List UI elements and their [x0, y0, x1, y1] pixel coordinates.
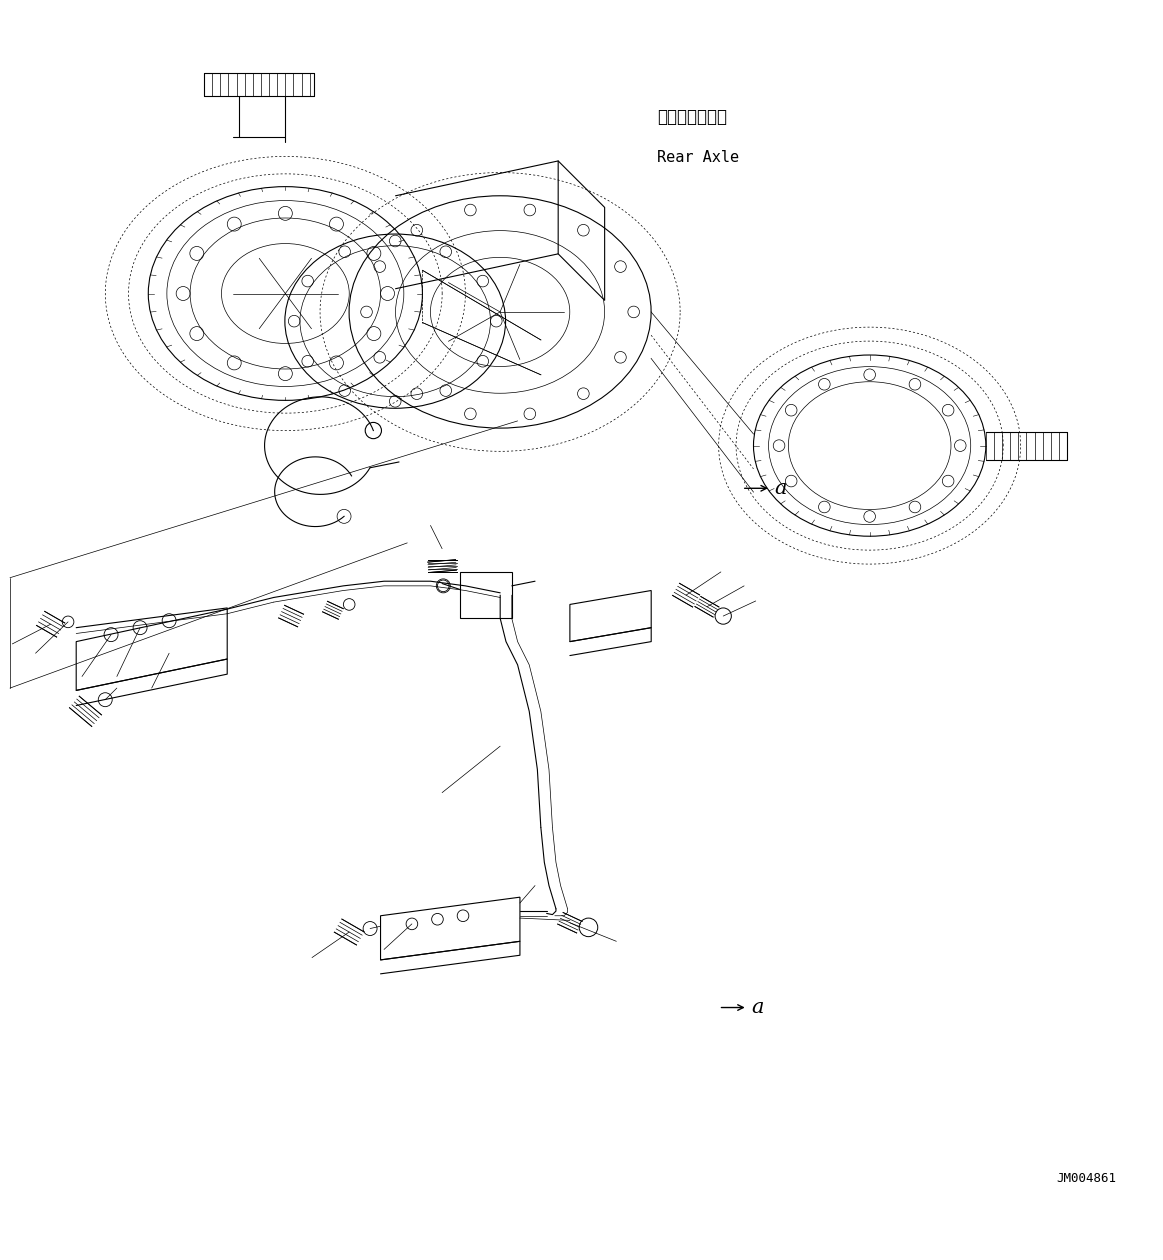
Text: a: a	[775, 479, 787, 498]
Text: JM004861: JM004861	[1056, 1172, 1115, 1186]
Text: リヤーアクスル: リヤーアクスル	[657, 107, 727, 126]
Text: Rear Axle: Rear Axle	[657, 150, 740, 165]
Bar	[459, 572, 512, 619]
Text: a: a	[751, 998, 764, 1017]
